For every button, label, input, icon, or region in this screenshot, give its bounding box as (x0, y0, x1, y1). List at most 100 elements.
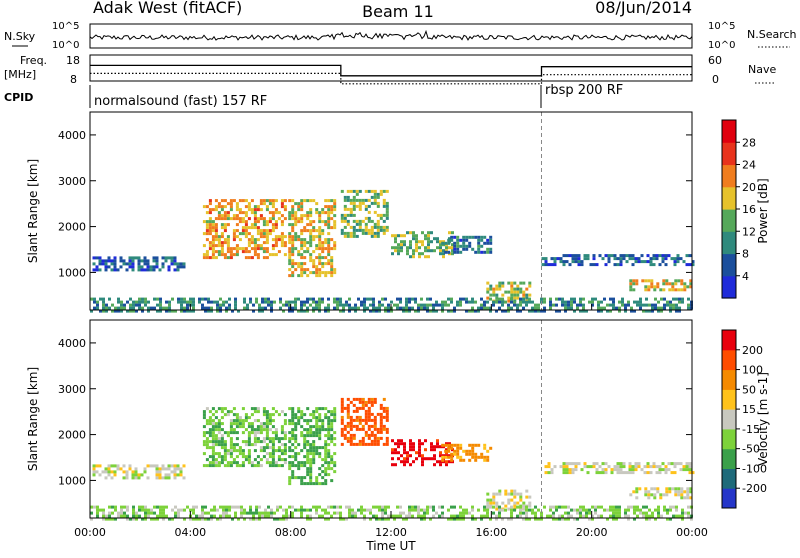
echo-pixel (321, 241, 325, 245)
echo-pixel (315, 482, 319, 486)
echo-pixel (179, 473, 183, 477)
echo-pixel (680, 493, 684, 497)
echo-pixel (534, 505, 537, 509)
echo-pixel (297, 238, 301, 242)
echo-pixel (271, 202, 275, 206)
echo-pixel (213, 300, 216, 304)
echo-pixel (205, 431, 209, 435)
nave-tick-low: 0 (712, 73, 719, 86)
echo-pixel (318, 482, 322, 486)
echo-pixel (144, 297, 147, 301)
echo-pixel (327, 226, 331, 230)
echo-pixel (558, 297, 561, 301)
echo-pixel (525, 514, 528, 518)
echo-pixel (214, 256, 218, 260)
echo-pixel (225, 309, 228, 313)
echo-pixel (247, 226, 251, 230)
echo-pixel (201, 303, 204, 307)
echo-pixel (639, 306, 642, 310)
echo-pixel (294, 202, 298, 206)
echo-pixel (361, 397, 365, 401)
echo-pixel (291, 265, 295, 269)
echo-pixel (261, 306, 264, 310)
echo-pixel (288, 199, 292, 203)
echo-pixel (244, 232, 248, 236)
echo-pixel (306, 440, 310, 444)
echo-pixel (621, 303, 624, 307)
velocity-x-axis: 00:00 04:00 08:00 12:00 16:00 20:00 00:00 (74, 511, 708, 539)
echo-pixel (435, 309, 438, 313)
echo-pixel (340, 403, 344, 407)
echo-pixel (255, 508, 258, 512)
echo-pixel (232, 253, 236, 257)
echo-pixel (318, 241, 322, 245)
echo-pixel (348, 505, 351, 509)
echo-pixel (214, 461, 218, 465)
echo-pixel (238, 220, 242, 224)
echo-pixel (202, 464, 206, 468)
echo-pixel (309, 443, 313, 447)
echo-pixel (549, 514, 552, 518)
echo-pixel (327, 464, 331, 468)
echo-pixel (556, 257, 560, 261)
echo-pixel (306, 300, 309, 304)
echo-pixel (462, 514, 465, 518)
echo-pixel (333, 431, 337, 435)
echo-pixel (510, 511, 513, 515)
colorbar-swatch (722, 349, 736, 371)
echo-pixel (522, 511, 525, 515)
echo-pixel (146, 476, 150, 480)
echo-pixel (576, 306, 579, 310)
echo-pixel (639, 300, 642, 304)
echo-pixel (170, 470, 174, 474)
echo-pixel (312, 449, 316, 453)
echo-pixel (303, 309, 306, 313)
echo-pixel (108, 511, 111, 515)
echo-pixel (459, 238, 463, 242)
echo-pixel (652, 254, 656, 258)
echo-pixel (513, 290, 517, 294)
echo-pixel (288, 482, 292, 486)
echo-pixel (234, 514, 237, 518)
echo-pixel (645, 511, 648, 515)
echo-pixel (525, 517, 528, 521)
echo-pixel (253, 443, 257, 447)
echo-pixel (330, 271, 334, 275)
echo-pixel (633, 517, 636, 521)
echo-pixel (355, 192, 359, 196)
echo-pixel (232, 443, 236, 447)
echo-pixel (312, 271, 316, 275)
echo-pixel (459, 458, 463, 462)
echo-pixel (241, 452, 245, 456)
echo-pixel (291, 250, 295, 254)
echo-pixel (214, 443, 218, 447)
echo-pixel (609, 508, 612, 512)
echo-pixel (417, 309, 420, 313)
echo-pixel (462, 247, 466, 251)
echo-pixel (352, 195, 356, 199)
echo-pixel (246, 306, 249, 310)
echo-pixel (384, 517, 387, 521)
echo-pixel (642, 505, 645, 509)
echo-pixel (315, 416, 319, 420)
echo-pixel (107, 265, 111, 269)
echo-pixel (432, 505, 435, 509)
echo-pixel (564, 309, 567, 313)
echo-pixel (412, 249, 415, 253)
echo-pixel (336, 303, 339, 307)
echo-pixel (249, 517, 252, 521)
echo-pixel (396, 297, 399, 301)
echo-pixel (594, 511, 597, 515)
echo-pixel (291, 241, 295, 245)
echo-pixel (358, 225, 362, 229)
colorbar-swatch (722, 330, 736, 351)
echo-pixel (324, 446, 328, 450)
echo-pixel (616, 468, 620, 472)
echo-pixel (361, 439, 365, 443)
echo-pixel (277, 440, 281, 444)
echo-pixel (340, 415, 344, 419)
echo-pixel (507, 517, 510, 521)
echo-pixel (294, 455, 298, 459)
echo-pixel (674, 288, 678, 292)
